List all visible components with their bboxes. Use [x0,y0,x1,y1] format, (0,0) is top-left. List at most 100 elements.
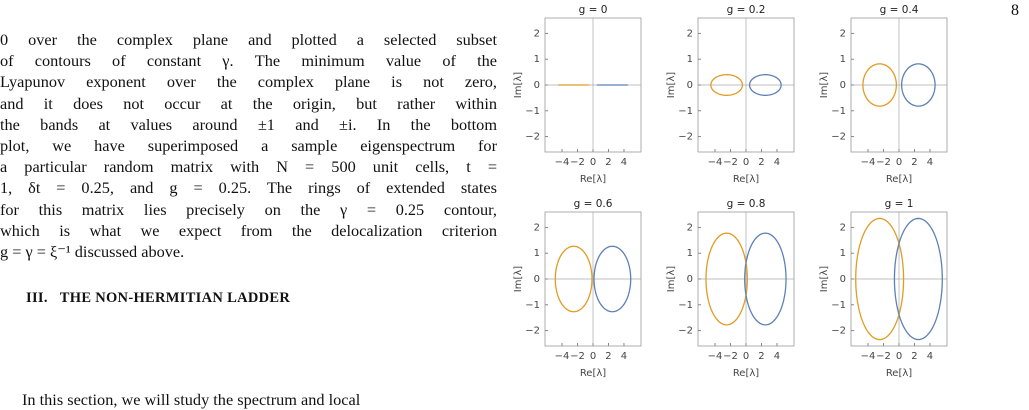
x-tick-label: −4 [861,351,876,362]
x-tick-label: −4 [861,157,876,168]
x-axis-label: Re[λ] [580,174,606,185]
y-tick-label: 2 [840,222,846,233]
y-tick-label: 0 [687,80,693,91]
x-tick-label: 0 [590,157,596,168]
x-tick-label: −2 [723,351,738,362]
spectrum-curve [710,74,744,96]
body-line: for this matrix lies precisely on the γ … [0,199,497,219]
x-tick-label: −2 [876,351,891,362]
body-line: and it does not occur at the origin, but… [0,93,497,113]
body-line: the bands at values around ±1 and ±i. In… [0,114,497,134]
x-tick-label: 0 [896,157,902,168]
section-heading: III. THE NON-HERMITIAN LADDER [26,290,302,307]
y-axis-label: Im[λ] [513,266,524,293]
y-tick-label: −2 [831,326,846,337]
y-tick-label: −1 [831,106,846,117]
y-tick-label: 1 [687,248,693,259]
body-line: plot, we have superimposed a sample eige… [0,136,497,155]
body-line: 1, δt = 0.25, and g = 0.25. The rings of… [0,178,497,198]
x-tick-label: 4 [621,351,627,362]
spectrum-curve [855,217,905,341]
x-tick-label: −2 [723,157,738,168]
section-title: THE NON-HERMITIAN LADDER [59,290,291,306]
y-tick-label: 1 [840,248,846,259]
y-axis-label: Im[λ] [819,72,830,99]
y-tick-label: 2 [840,28,846,39]
y-tick-label: 0 [840,274,846,285]
x-tick-label: 4 [774,351,780,362]
x-tick-label: 4 [927,351,933,362]
page-number: 8 [1011,2,1019,19]
body-line: Lyapunov exponent over the complex plane… [0,72,497,92]
spectrum-curve [748,74,782,96]
x-axis-label: Re[λ] [886,174,912,185]
section-number: III. [26,290,48,306]
x-axis-label: Re[λ] [733,174,759,185]
body-line: g = γ = ξ⁻¹ discussed above. [0,242,185,261]
x-tick-label: −4 [555,157,570,168]
y-tick-label: 1 [534,248,540,259]
x-tick-label: 4 [621,157,627,168]
y-tick-label: 1 [534,54,540,65]
x-axis-label: Re[λ] [580,368,606,379]
y-tick-label: −1 [831,300,846,311]
y-tick-label: 2 [534,28,540,39]
x-tick-label: −2 [876,157,891,168]
spectrum-curve [893,217,943,341]
panel-title: g = 1 [885,198,914,210]
x-tick-label: 0 [590,351,596,362]
y-tick-label: −2 [678,326,693,337]
body-line: of contours of constant γ. The minimum v… [0,51,497,71]
x-tick-label: 2 [911,351,917,362]
x-tick-label: 2 [911,157,917,168]
spectrum-curve [900,63,936,107]
spectrum-curve [705,232,748,326]
x-tick-label: −4 [708,351,723,362]
x-axis-label: Re[λ] [733,368,759,379]
x-tick-label: 0 [743,157,749,168]
spectrum-curve [554,245,593,313]
body-line: 0 over the complex plane and plotted a s… [0,30,497,49]
panel-title: g = 0 [579,4,608,16]
panel-title: g = 0.8 [727,198,766,210]
y-axis-label: Im[λ] [819,266,830,293]
x-tick-label: 2 [758,351,764,362]
y-tick-label: −2 [525,132,540,143]
y-tick-label: 0 [687,274,693,285]
spectrum-curve [744,232,787,326]
body-line: which is what we expect from the delocal… [0,220,497,240]
body-line: In this section, we will study the spect… [22,390,361,409]
y-tick-label: −1 [678,106,693,117]
x-tick-label: 0 [896,351,902,362]
y-axis-label: Im[λ] [666,72,677,99]
y-tick-label: 2 [534,222,540,233]
y-tick-label: −2 [525,326,540,337]
x-tick-label: 4 [927,157,933,168]
y-tick-label: −2 [678,132,693,143]
y-tick-label: −1 [525,106,540,117]
x-tick-label: 4 [774,157,780,168]
y-tick-label: 1 [840,54,846,65]
y-tick-label: 2 [687,28,693,39]
y-tick-label: 1 [687,54,693,65]
x-tick-label: −2 [570,157,585,168]
y-tick-label: 2 [687,222,693,233]
spectrum-curve [862,63,898,107]
y-tick-label: 0 [534,274,540,285]
y-tick-label: −1 [678,300,693,311]
y-axis-label: Im[λ] [513,72,524,99]
x-tick-label: 0 [743,351,749,362]
x-tick-label: −4 [708,157,723,168]
y-tick-label: 0 [534,80,540,91]
x-tick-label: 2 [605,351,611,362]
y-tick-label: −1 [525,300,540,311]
x-tick-label: 2 [758,157,764,168]
x-tick-label: 2 [605,157,611,168]
panel-title: g = 0.6 [574,198,613,210]
panel-title: g = 0.4 [880,4,919,16]
panel-title: g = 0.2 [727,4,766,16]
y-tick-label: 0 [840,80,846,91]
x-tick-label: −2 [570,351,585,362]
